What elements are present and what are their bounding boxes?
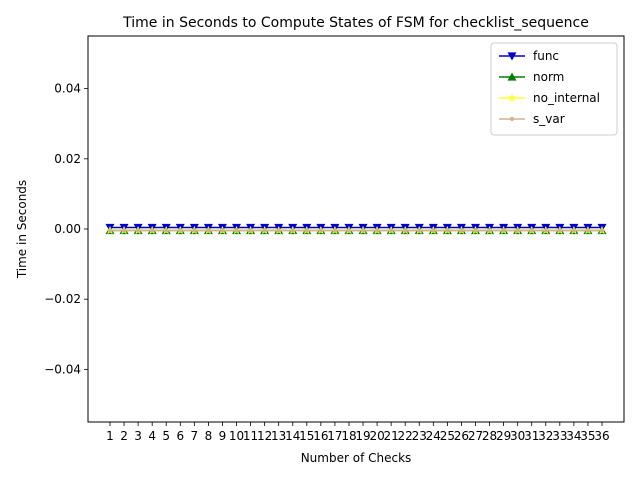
x-tick-label: 24 (426, 429, 441, 443)
legend-item-norm: norm (499, 70, 564, 84)
data-point-s_var (164, 228, 169, 233)
x-tick-label: 17 (327, 429, 342, 443)
y-tick-label: 0.02 (54, 152, 81, 166)
data-point-s_var (543, 228, 548, 233)
x-tick-label: 18 (341, 429, 356, 443)
x-tick-label: 35 (580, 429, 595, 443)
x-tick-label: 3 (134, 429, 142, 443)
data-point-s_var (473, 228, 478, 233)
x-tick-label: 27 (468, 429, 483, 443)
legend-marker (507, 52, 517, 61)
x-tick-label: 29 (496, 429, 511, 443)
x-tick-label: 11 (243, 429, 258, 443)
data-point-s_var (557, 228, 563, 233)
y-tick-label: −0.04 (44, 362, 81, 376)
x-tick-label: 36 (594, 429, 609, 443)
data-point-s_var (388, 228, 394, 233)
x-tick-label: 8 (205, 429, 213, 443)
x-tick-label: 10 (229, 429, 244, 443)
x-tick-label: 33 (552, 429, 567, 443)
data-point-s_var (346, 228, 352, 233)
data-point-s_var (234, 228, 239, 233)
legend-label: no_internal (533, 91, 600, 105)
series-s_var (107, 228, 605, 233)
x-tick-label: 6 (176, 429, 184, 443)
legend-label: s_var (533, 112, 565, 126)
y-axis-label: Time in Seconds (15, 180, 29, 279)
x-tick-label: 30 (510, 429, 525, 443)
legend-marker (509, 116, 515, 122)
data-point-s_var (571, 228, 577, 233)
x-tick-label: 19 (355, 429, 370, 443)
legend-label: norm (533, 70, 564, 84)
data-point-s_var (599, 228, 605, 233)
x-tick-label: 23 (412, 429, 427, 443)
plot-area (105, 223, 607, 235)
data-point-s_var (220, 228, 225, 233)
x-tick-label: 13 (271, 429, 286, 443)
chart-title: Time in Seconds to Compute States of FSM… (122, 15, 589, 31)
x-tick-label: 21 (384, 429, 399, 443)
x-tick-label: 1 (106, 429, 114, 443)
legend-marker (507, 72, 517, 81)
legend-marker (507, 93, 517, 102)
x-tick-label: 14 (285, 429, 300, 443)
y-tick-label: 0.00 (54, 222, 81, 236)
x-tick-label: 16 (313, 429, 328, 443)
x-axis-label: Number of Checks (301, 451, 412, 465)
data-point-s_var (431, 228, 436, 233)
legend-box (490, 42, 618, 136)
data-point-s_var (248, 228, 253, 233)
x-tick-label: 34 (566, 429, 581, 443)
x-tick-label: 31 (524, 429, 539, 443)
x-tick-label: 20 (369, 429, 384, 443)
y-tick-label: −0.02 (44, 292, 81, 306)
data-point-s_var (374, 228, 380, 233)
data-point-s_var (515, 228, 520, 233)
data-point-s_var (360, 228, 366, 233)
data-point-s_var (403, 228, 408, 233)
data-point-s_var (459, 228, 464, 233)
data-point-s_var (445, 228, 450, 233)
data-point-s_var (290, 228, 295, 233)
legend-item-no_internal: no_internal (499, 91, 600, 105)
data-point-s_var (135, 228, 141, 233)
data-point-s_var (417, 228, 422, 233)
data-point-s_var (276, 228, 281, 233)
data-point-s_var (262, 228, 267, 233)
x-tick-label: 12 (257, 429, 272, 443)
data-point-s_var (585, 228, 591, 233)
x-tick-label: 32 (538, 429, 553, 443)
data-point-s_var (206, 228, 211, 233)
data-point-s_var (178, 228, 183, 233)
data-point-s_var (107, 228, 113, 233)
x-tick-label: 22 (398, 429, 413, 443)
data-point-s_var (192, 228, 197, 233)
x-tick-label: 7 (191, 429, 199, 443)
data-point-s_var (501, 228, 506, 233)
axes: 1 2 3 4 5 6 7 8 9 1011121314151617181920212223242… (44, 82, 609, 443)
legend-item-func: func (499, 49, 559, 63)
data-point-s_var (487, 228, 492, 233)
data-point-s_var (304, 228, 309, 233)
data-point-s_var (332, 228, 338, 233)
x-tick-label: 4 (148, 429, 156, 443)
legend-item-s_var: s_var (499, 112, 565, 126)
data-point-s_var (121, 228, 127, 233)
legend: func norm no_internal s_var (490, 42, 618, 136)
data-point-s_var (529, 228, 534, 233)
x-tick-label: 9 (219, 429, 227, 443)
x-tick-label: 26 (454, 429, 469, 443)
legend-label: func (533, 49, 559, 63)
data-point-s_var (149, 228, 155, 233)
data-point-s_var (318, 228, 324, 233)
x-tick-label: 28 (482, 429, 497, 443)
x-tick-label: 5 (162, 429, 170, 443)
x-tick-label: 15 (299, 429, 314, 443)
y-tick-label: 0.04 (54, 82, 81, 96)
x-tick-label: 2 (120, 429, 128, 443)
x-tick-label: 25 (440, 429, 455, 443)
